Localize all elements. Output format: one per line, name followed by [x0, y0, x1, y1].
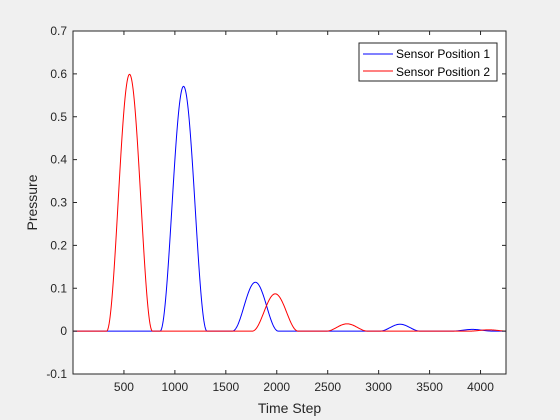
legend-box — [358, 42, 498, 82]
y-axis-label: Pressure — [24, 174, 40, 230]
legend-entry-sensor-2: Sensor Position 2 — [396, 65, 490, 79]
y-tick-label: 0.6 — [50, 67, 67, 81]
x-tick-label: 2500 — [314, 380, 341, 394]
ticks-layer: 500 1000 1500 2000 2500 3000 3500 4000 -0.1 0 0.1 0… — [46, 24, 506, 394]
plot-area — [73, 31, 506, 374]
x-tick-label: 2000 — [263, 380, 290, 394]
x-tick-label: 1000 — [162, 380, 189, 394]
x-tick-label: 500 — [114, 380, 134, 394]
y-tick-label: 0.5 — [50, 110, 67, 124]
y-tick-label: -0.1 — [46, 367, 67, 381]
series-line-sensor-2 — [73, 73, 507, 332]
y-tick-label: 0.3 — [50, 196, 67, 210]
y-tick-label: 0.1 — [50, 281, 67, 295]
x-tick-label: 3500 — [416, 380, 443, 394]
x-tick-label: 3000 — [365, 380, 392, 394]
y-tick-label: 0.2 — [50, 238, 67, 252]
legend-entry-sensor-1: Sensor Position 1 — [396, 47, 490, 61]
x-tick-label: 1500 — [212, 380, 239, 394]
y-tick-label: 0 — [60, 324, 67, 338]
x-axis-label: Time Step — [258, 400, 321, 416]
series-layer — [73, 73, 507, 332]
x-tick-label: 4000 — [467, 380, 494, 394]
y-tick-label: 0.7 — [50, 24, 67, 38]
legend: Sensor Position 1 Sensor Position 2 — [358, 42, 498, 82]
y-tick-label: 0.4 — [50, 153, 67, 167]
